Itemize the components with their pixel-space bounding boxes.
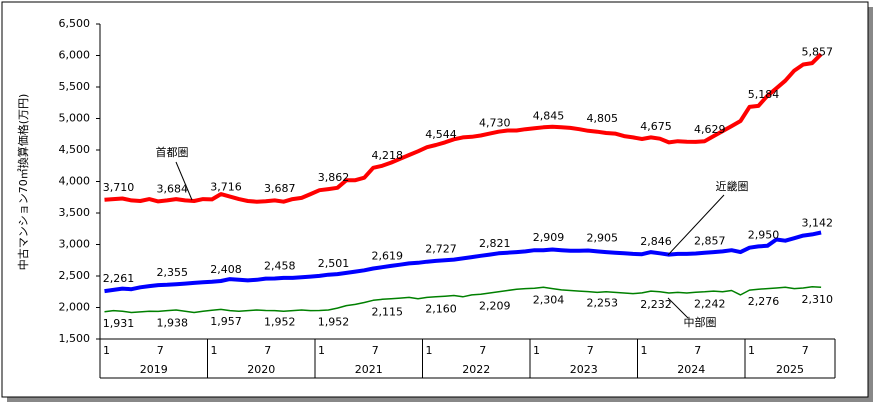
data-label: 2,261 xyxy=(103,272,135,285)
leader-line xyxy=(175,161,193,201)
data-label: 5,184 xyxy=(748,88,780,101)
x-tick-label: 7 xyxy=(694,344,701,357)
data-label: 2,727 xyxy=(425,243,457,256)
data-label: 2,458 xyxy=(264,260,296,273)
y-tick-label: 3,500 xyxy=(59,206,91,219)
data-label: 1,957 xyxy=(210,315,242,328)
data-label: 1,931 xyxy=(103,317,135,330)
y-tick-label: 4,000 xyxy=(59,175,91,188)
y-tick-label: 6,500 xyxy=(59,17,91,30)
leader-line xyxy=(667,194,725,256)
y-tick-label: 1,500 xyxy=(59,332,91,345)
y-tick-label: 6,000 xyxy=(59,49,91,62)
data-label: 2,160 xyxy=(425,302,457,315)
leader-line xyxy=(667,297,689,319)
data-label: 1,952 xyxy=(318,316,350,329)
x-tick-label: 1 xyxy=(318,344,325,357)
y-tick-label: 5,000 xyxy=(59,112,91,125)
x-tick-label: 7 xyxy=(479,344,486,357)
series-line xyxy=(104,285,822,314)
data-label: 2,846 xyxy=(640,235,672,248)
year-label: 2019 xyxy=(140,363,168,376)
year-label: 2023 xyxy=(570,363,598,376)
data-label: 2,242 xyxy=(694,297,726,310)
data-label: 2,355 xyxy=(156,266,188,279)
data-label: 4,544 xyxy=(425,128,457,141)
year-label: 2024 xyxy=(677,363,705,376)
data-label: 3,862 xyxy=(318,171,350,184)
x-tick-label: 1 xyxy=(426,344,433,357)
series-name: 近畿圏 xyxy=(716,179,749,193)
series-line xyxy=(104,230,822,294)
data-label: 2,909 xyxy=(533,231,565,244)
data-label: 2,310 xyxy=(801,293,833,306)
data-label: 3,687 xyxy=(264,182,296,195)
y-tick-label: 2,500 xyxy=(59,269,91,282)
data-label: 2,821 xyxy=(479,237,511,250)
y-tick-label: 5,500 xyxy=(59,80,91,93)
x-tick-label: 1 xyxy=(103,344,110,357)
year-label: 2022 xyxy=(462,363,490,376)
data-label: 2,905 xyxy=(586,231,618,244)
x-tick-label: 7 xyxy=(264,344,271,357)
data-label: 4,675 xyxy=(640,120,672,133)
data-label: 3,684 xyxy=(156,182,188,195)
x-tick-label: 7 xyxy=(802,344,809,357)
data-label: 2,501 xyxy=(318,257,350,270)
x-tick-label: 1 xyxy=(533,344,540,357)
data-label: 1,938 xyxy=(156,316,188,329)
data-label: 2,408 xyxy=(210,263,242,276)
data-label: 4,845 xyxy=(533,109,565,122)
y-tick-label: 2,000 xyxy=(59,301,91,314)
data-label: 3,716 xyxy=(210,180,242,193)
y-tick-label: 4,500 xyxy=(59,143,91,156)
data-label: 2,253 xyxy=(586,297,618,310)
y-axis-label: 中古マンション70㎡換算価格(万円) xyxy=(16,94,30,271)
data-label: 4,730 xyxy=(479,117,511,130)
data-label: 2,857 xyxy=(694,235,726,248)
data-label: 4,218 xyxy=(371,149,403,162)
data-label: 2,276 xyxy=(748,295,780,308)
x-tick-label: 7 xyxy=(372,344,379,357)
series-name: 中部圏 xyxy=(684,315,717,329)
data-label: 2,209 xyxy=(479,299,511,312)
x-tick-label: 7 xyxy=(157,344,164,357)
x-tick-label: 1 xyxy=(211,344,218,357)
x-tick-label: 1 xyxy=(748,344,755,357)
x-tick-label: 1 xyxy=(641,344,648,357)
data-label: 2,950 xyxy=(748,229,780,242)
x-tick-label: 7 xyxy=(587,344,594,357)
data-label: 2,232 xyxy=(640,298,672,311)
year-label: 2021 xyxy=(355,363,383,376)
y-tick-label: 3,000 xyxy=(59,238,91,251)
data-label: 2,115 xyxy=(371,305,403,318)
data-label: 2,619 xyxy=(371,250,403,263)
year-label: 2020 xyxy=(247,363,275,376)
data-label: 4,805 xyxy=(586,112,618,125)
data-label: 3,142 xyxy=(801,217,833,230)
data-label: 2,304 xyxy=(533,293,565,306)
data-label: 3,710 xyxy=(103,181,135,194)
year-label: 2025 xyxy=(776,363,804,376)
series-line xyxy=(104,52,823,204)
data-label: 4,629 xyxy=(694,123,726,136)
data-label: 5,857 xyxy=(801,46,833,59)
series-name: 首都圏 xyxy=(156,145,189,159)
data-label: 1,952 xyxy=(264,316,296,329)
